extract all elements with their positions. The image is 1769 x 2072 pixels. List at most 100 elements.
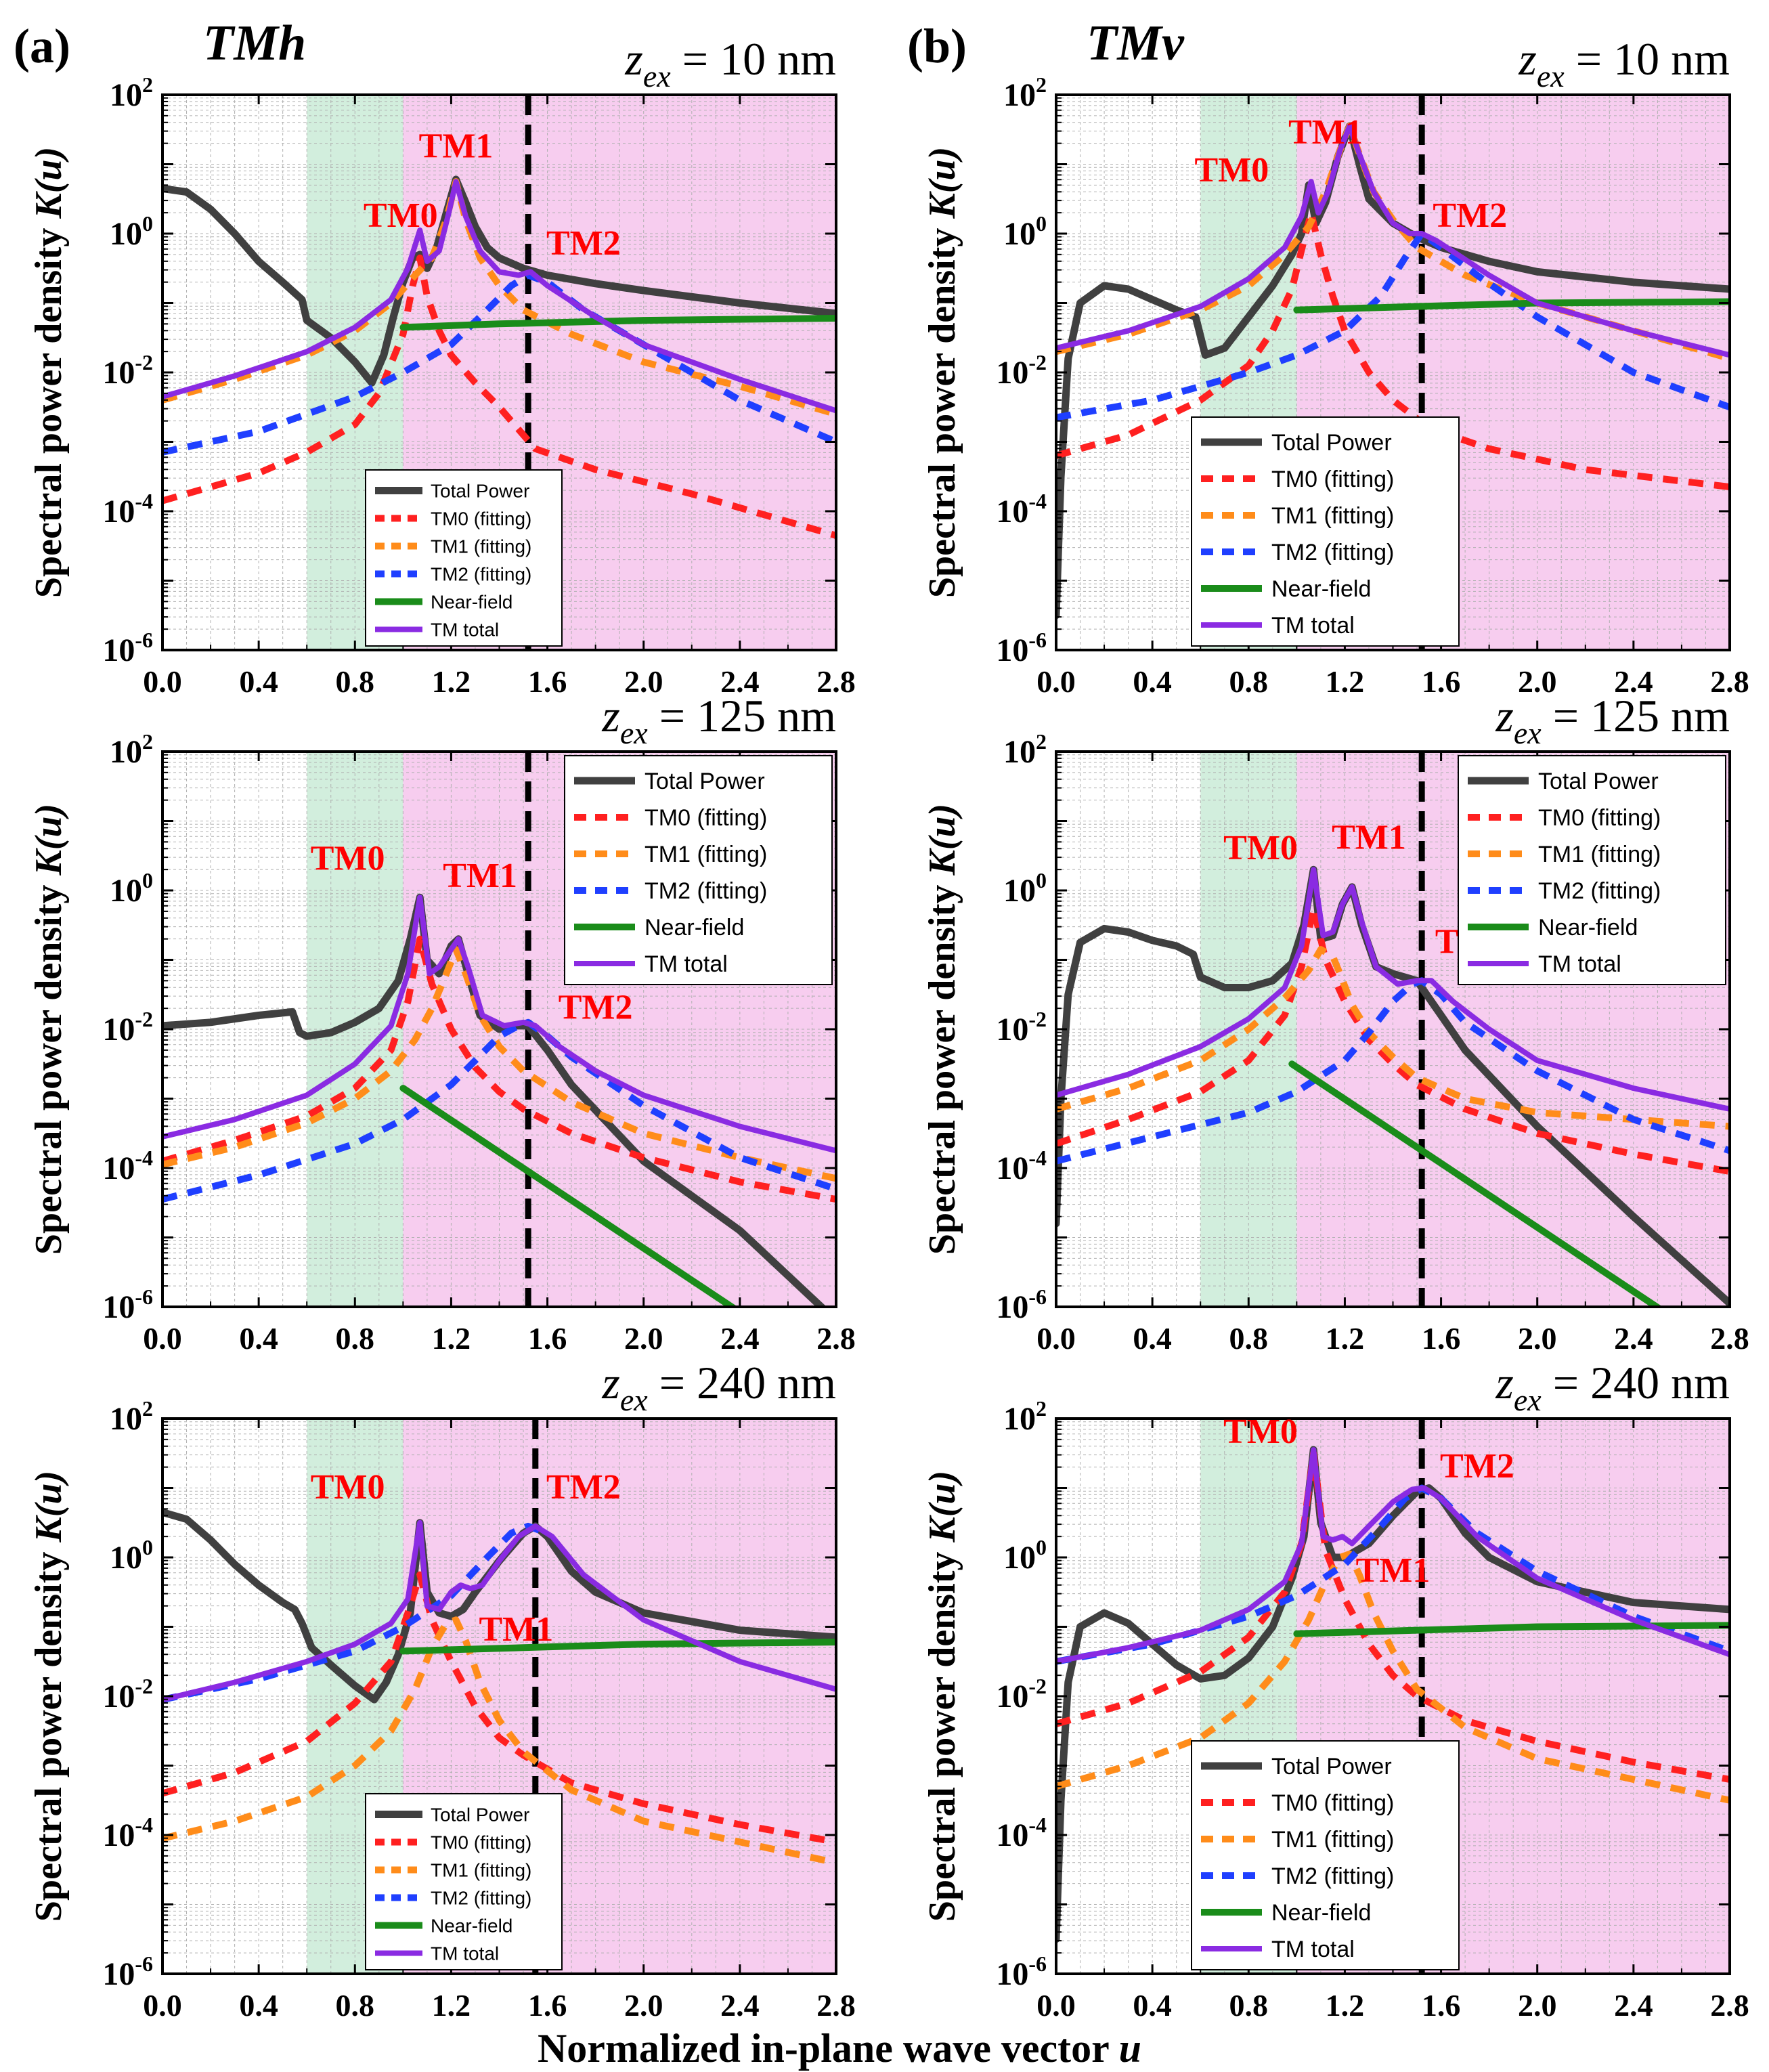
zex-equals: = [1565,33,1613,85]
legend-label-tm0: TM0 (fitting) [431,1832,531,1853]
legend-label-tmtotal: TM total [1271,1937,1355,1962]
x-tick-label: 0.0 [1036,1988,1076,2023]
series-tm0 [162,254,836,539]
legend-label-tm1: TM1 (fitting) [431,536,531,557]
legend: Total Power TM0 (fitting) TM1 (fitting) TM2… [564,755,833,985]
mode-annotation: TM0 [311,1468,385,1507]
y-axis-label-italic: K(u) [921,147,963,219]
y-axis-label-italic: K(u) [921,1471,963,1543]
y-tick-base: 10 [110,734,142,770]
y-tick-base: 10 [1003,873,1036,909]
zex-title: zex = 125 nm [1495,690,1730,750]
x-tick-label: 0.4 [1133,664,1172,699]
y-tick-exponent: -4 [1028,489,1047,513]
mode-annotation: TM1 [419,127,494,165]
y-tick-base: 10 [996,1817,1028,1853]
legend-label-near: Near-field [645,915,744,941]
y-tick-exponent: 2 [1036,72,1047,97]
legend-label-tm0: TM0 (fitting) [1538,805,1661,831]
y-tick-exponent: 0 [1036,211,1047,236]
y-tick-label: 10-4 [996,1146,1047,1186]
mode-annotation: TM0 [1195,151,1269,190]
zex-value: 125 nm [697,690,836,741]
series-group [1056,865,1730,1307]
y-axis-label-main: Spectral power density [28,219,70,599]
x-tick-label: 2.0 [1518,1321,1557,1356]
x-tick-label: 1.6 [1422,664,1461,699]
y-tick-exponent: -6 [1028,1285,1047,1309]
y-axis-label: Spectral power density K(u) [28,1471,70,1922]
panel-b3: 0.0 0.4 0.8 1.2 1.6 2.0 2.4 2.810-610-410-21001… [921,1357,1749,2023]
mode-annotation: TM0 [1223,829,1298,867]
zex-value: 240 nm [697,1357,836,1408]
x-tick-label: 2.4 [720,1988,760,2023]
y-tick-base: 10 [102,1012,135,1048]
y-tick-exponent: -2 [1028,1674,1047,1698]
x-tick-label: 1.6 [1422,1988,1461,2023]
legend-label-tmtotal: TM total [431,619,499,640]
y-tick-exponent: 0 [1036,868,1047,892]
x-tick-label: 2.8 [816,664,856,699]
x-tick-label: 1.6 [528,1321,567,1356]
legend-label-tmtotal: TM total [431,1943,499,1964]
y-tick-base: 10 [102,1817,135,1853]
y-tick-label: 10-4 [996,489,1047,530]
column-a-title: TMh [203,16,306,71]
y-tick-label: 10-4 [102,489,153,530]
x-tick-label: 2.0 [624,664,663,699]
legend-label-near: Near-field [431,591,512,612]
legend: Total Power TM0 (fitting) TM1 (fitting) TM2… [365,469,563,647]
series-group [162,175,836,539]
zex-subscript: ex [620,1383,648,1417]
y-axis-label: Spectral power density K(u) [28,804,70,1255]
y-axis-label-italic: K(u) [28,804,70,876]
panel-a1: 0.0 0.4 0.8 1.2 1.6 2.0 2.4 2.810-610-410-21001… [28,33,856,699]
series-tm2 [1056,1484,1730,1665]
y-tick-label: 10-6 [996,1285,1047,1325]
y-tick-base: 10 [102,632,135,668]
y-tick-exponent: -6 [135,1951,153,1976]
legend: Total Power TM0 (fitting) TM1 (fitting) TM2… [1191,1740,1460,1970]
y-tick-label: 100 [110,211,153,252]
mode-annotation: TM0 [364,196,438,235]
panel-a2: 0.0 0.4 0.8 1.2 1.6 2.0 2.4 2.810-610-410-21001… [28,690,856,1356]
series-tm2 [1056,230,1730,421]
y-tick-exponent: 2 [142,729,153,754]
series-tmtotal [1056,867,1730,1112]
x-tick-label: 2.8 [816,1988,856,2023]
zex-title: zex = 240 nm [601,1357,836,1417]
series-total [162,175,836,387]
y-tick-exponent: -4 [1028,1146,1047,1170]
y-tick-exponent: 0 [142,868,153,892]
zex-title: zex = 10 nm [1518,33,1730,93]
y-tick-exponent: -6 [135,628,153,652]
y-tick-base: 10 [996,1956,1028,1992]
legend-label-total: Total Power [1538,769,1659,794]
x-tick-label: 0.4 [1133,1321,1172,1356]
legend-label-tm2: TM2 (fitting) [431,563,531,584]
y-tick-base: 10 [102,1956,135,1992]
legend-label-near: Near-field [1538,915,1638,941]
x-tick-label: 1.2 [1326,664,1365,699]
zex-title: zex = 10 nm [624,33,836,93]
y-axis-label-main: Spectral power density [28,876,70,1255]
x-tick-label: 1.2 [432,1321,471,1356]
zex-subscript: ex [1514,1383,1542,1417]
x-axis-label-italic: u [1119,2026,1141,2071]
mode-annotation: TM2 [546,1468,621,1507]
y-tick-base: 10 [996,1012,1028,1048]
y-tick-label: 100 [1003,868,1047,909]
legend-label-total: Total Power [431,1804,529,1825]
mode-annotation: TM0 [1223,1412,1298,1451]
legend-box [365,1793,563,1970]
legend-label-tmtotal: TM total [1538,951,1621,977]
y-tick-label: 10-6 [996,1951,1047,1992]
x-tick-label: 0.4 [239,1988,278,2023]
series-group [162,1508,836,1866]
x-tick-label: 1.6 [528,1988,567,2023]
series-group [1056,1446,1730,1943]
y-axis-label: Spectral power density K(u) [921,147,963,598]
x-tick-label: 1.2 [1326,1988,1365,2023]
y-tick-exponent: -2 [1028,1007,1047,1031]
mode-annotation: TM1 [443,857,517,895]
